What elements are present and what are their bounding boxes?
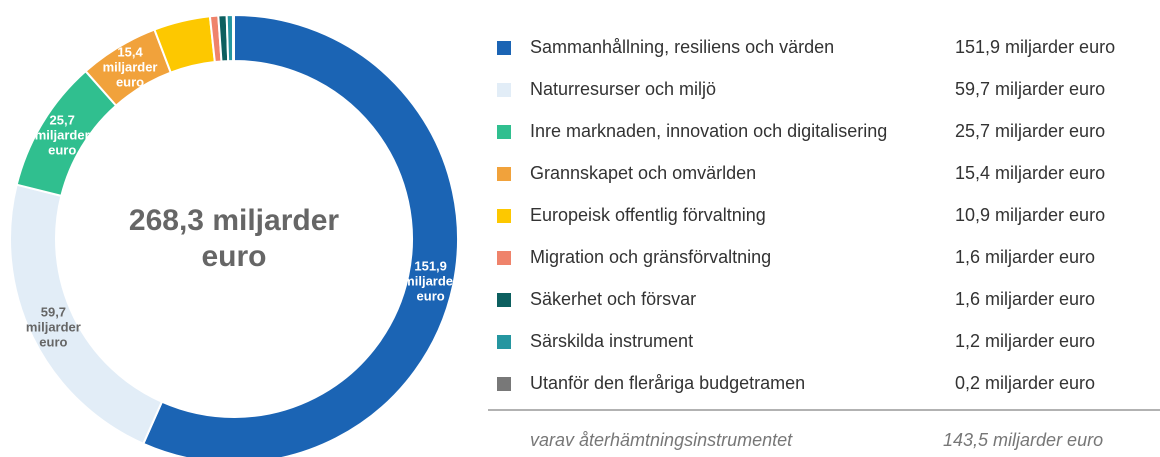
- legend-value: 59,7 miljarder euro: [955, 79, 1106, 99]
- legend-swatch: [497, 125, 511, 139]
- legend-swatch: [497, 83, 511, 97]
- slice-label: 151,9 miljarder euro: [403, 258, 459, 304]
- legend-value: 15,4 miljarder euro: [955, 163, 1106, 183]
- legend-swatch: [497, 167, 511, 181]
- donut-slice: [231, 13, 235, 63]
- legend-swatch: [497, 41, 511, 55]
- legend-value: 0,2 miljarder euro: [955, 373, 1096, 393]
- subtotal-value: 143,5 miljarder euro: [943, 430, 1104, 450]
- legend-swatch: [497, 335, 511, 349]
- slice-label: 25,7 miljarder euro: [34, 112, 90, 158]
- subtotal-name: varav återhämtningsinstrumentet: [530, 430, 793, 450]
- legend-label: Europeisk offentlig förvaltning: [530, 205, 766, 225]
- legend-swatch: [497, 293, 511, 307]
- donut-slice: [141, 13, 459, 457]
- legend-label: Särskilda instrument: [530, 331, 694, 351]
- center-label: 268,3 miljarder euro: [128, 204, 340, 273]
- slice-label: 15,4 miljarder euro: [102, 44, 158, 90]
- legend-swatch: [497, 377, 511, 391]
- legend-value: 151,9 miljarder euro: [955, 37, 1116, 57]
- legend-value: 25,7 miljarder euro: [955, 121, 1106, 141]
- legend-label: Säkerhet och försvar: [530, 289, 697, 309]
- legend-label: Inre marknaden, innovation och digitalis…: [530, 121, 888, 141]
- slice-label: 59,7 miljarder euro: [25, 304, 81, 350]
- legend-label: Sammanhållning, resiliens och värden: [530, 37, 835, 57]
- legend-value: 10,9 miljarder euro: [955, 205, 1106, 225]
- legend-label: Utanför den fleråriga budgetramen: [530, 373, 806, 393]
- legend-value: 1,2 miljarder euro: [955, 331, 1096, 351]
- legend-swatch: [497, 209, 511, 223]
- legend-value: 1,6 miljarder euro: [955, 247, 1096, 267]
- legend-label: Grannskapet och omvärlden: [530, 163, 757, 183]
- legend-value: 1,6 miljarder euro: [955, 289, 1096, 309]
- legend-label: Migration och gränsförvaltning: [530, 247, 772, 267]
- legend-label: Naturresurser och miljö: [530, 79, 717, 99]
- legend-swatch: [497, 251, 511, 265]
